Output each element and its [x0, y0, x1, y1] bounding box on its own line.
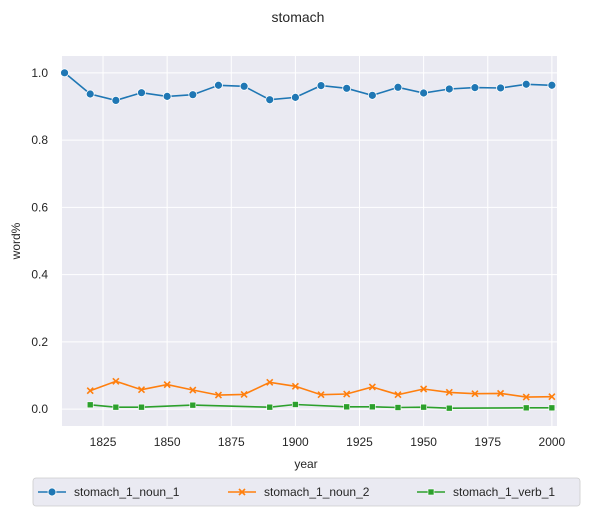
- data-point: [548, 404, 556, 412]
- data-point: [112, 377, 120, 385]
- data-point: [444, 84, 454, 94]
- legend-box: [32, 477, 581, 507]
- legend-item: stomach_1_noun_1: [38, 485, 180, 499]
- data-point: [470, 83, 480, 93]
- data-point: [343, 403, 350, 411]
- data-point: [112, 403, 120, 411]
- y-tick-label: 0.8: [31, 133, 48, 147]
- data-point: [316, 81, 326, 90]
- data-point: [239, 81, 249, 91]
- x-tick-label: 1825: [90, 435, 117, 449]
- data-point: [496, 83, 505, 93]
- x-tick-label: 1975: [474, 435, 501, 449]
- legend: stomach_1_noun_1 stomach_1_noun_2 stomach_…: [32, 477, 581, 507]
- y-tick-label: 0.0: [31, 402, 48, 416]
- data-point: [188, 90, 198, 100]
- data-point: [86, 401, 94, 409]
- y-tick-label: 0.2: [31, 335, 48, 349]
- data-point: [394, 404, 402, 411]
- data-point: [292, 401, 299, 408]
- series-stomach_1_noun_2: [86, 377, 556, 401]
- data-point: [343, 390, 351, 398]
- x-axis-label: year: [294, 457, 317, 471]
- x-tick-label: 1875: [218, 435, 245, 449]
- data-point: [419, 88, 429, 98]
- data-point: [111, 96, 121, 105]
- data-point: [137, 88, 146, 98]
- data-point: [445, 404, 453, 412]
- x-tick-label: 1950: [410, 435, 437, 449]
- data-point: [367, 90, 377, 100]
- data-point: [445, 388, 453, 396]
- data-point: [291, 382, 299, 390]
- data-point: [471, 390, 479, 398]
- series-stomach_1_noun_1: [60, 68, 557, 105]
- x-ticks: 1825 1850 1875 1900 1925 1950 1975 2000: [90, 435, 566, 449]
- plot-area: [62, 56, 557, 426]
- data-point: [162, 91, 172, 101]
- legend-label: stomach_1_noun_1: [74, 485, 180, 499]
- y-ticks: 0.0 0.2 0.4 0.6 0.8 1.0: [31, 66, 48, 416]
- y-tick-label: 0.4: [31, 268, 48, 282]
- data-point: [317, 391, 325, 399]
- series-layer: [60, 68, 557, 412]
- data-point: [214, 391, 223, 399]
- data-point: [163, 381, 171, 389]
- data-point: [266, 378, 274, 386]
- data-point: [266, 403, 274, 411]
- data-point: [60, 68, 69, 78]
- data-point: [137, 386, 146, 394]
- x-tick-label: 2000: [539, 435, 566, 449]
- data-point: [189, 401, 197, 409]
- grid: [62, 56, 557, 426]
- data-point: [393, 82, 403, 92]
- y-tick-label: 0.6: [31, 200, 48, 214]
- data-point: [85, 89, 95, 99]
- series-stomach_1_verb_1: [86, 401, 556, 412]
- data-point: [240, 390, 248, 398]
- legend-item: stomach_1_noun_2: [228, 485, 370, 499]
- x-tick-label: 1925: [346, 435, 373, 449]
- legend-marker: [47, 487, 57, 497]
- data-point: [420, 385, 428, 393]
- data-point: [521, 79, 531, 89]
- data-point: [342, 83, 352, 93]
- data-point: [265, 95, 275, 105]
- legend-marker: [427, 488, 435, 496]
- data-point: [290, 92, 300, 102]
- data-point: [394, 391, 402, 399]
- data-point: [214, 80, 223, 90]
- legend-label: stomach_1_noun_2: [264, 485, 370, 499]
- data-point: [189, 386, 197, 394]
- y-tick-label: 1.0: [31, 66, 48, 80]
- data-point: [138, 403, 145, 411]
- x-tick-label: 1900: [282, 435, 309, 449]
- legend-item: stomach_1_verb_1: [417, 485, 555, 499]
- data-point: [369, 403, 376, 411]
- data-point: [522, 393, 530, 401]
- data-point: [86, 387, 94, 395]
- data-point: [420, 403, 427, 411]
- x-tick-label: 1850: [154, 435, 181, 449]
- data-point: [548, 393, 556, 401]
- legend-label: stomach_1_verb_1: [453, 485, 555, 499]
- legend-marker: [238, 488, 246, 496]
- data-point: [547, 80, 557, 90]
- data-point: [522, 404, 530, 412]
- y-axis-label: word%: [9, 222, 23, 260]
- data-point: [497, 389, 505, 397]
- chart-title: stomach: [272, 9, 325, 25]
- data-point: [368, 383, 376, 391]
